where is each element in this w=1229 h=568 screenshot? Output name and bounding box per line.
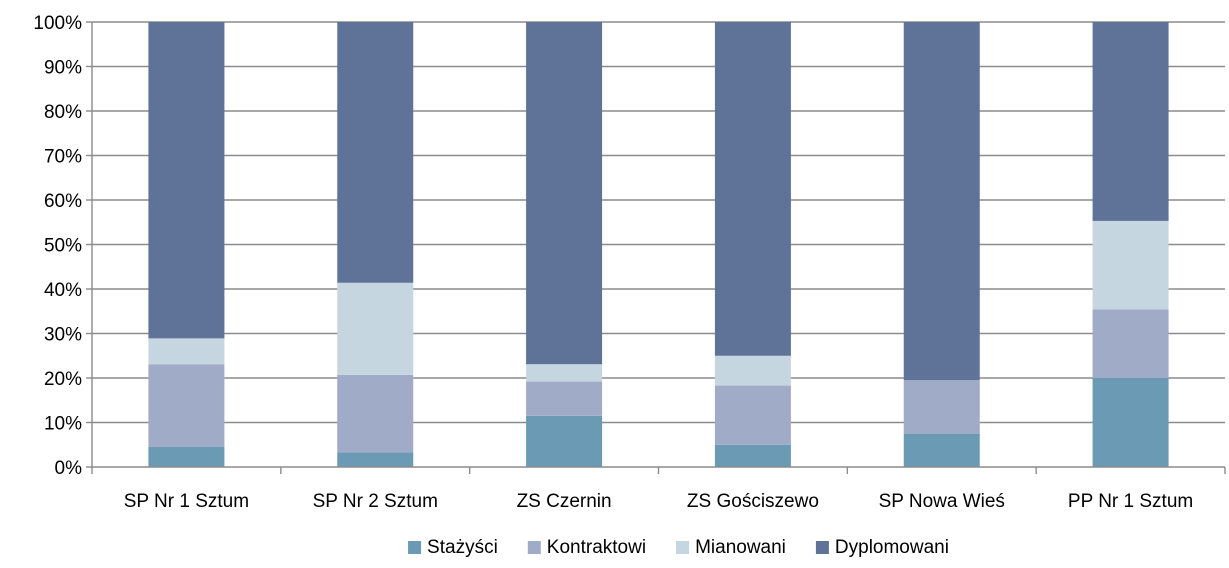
x-tick-label: PP Nr 1 Sztum (1068, 491, 1193, 512)
axes (86, 21, 1226, 474)
bar-segment (337, 22, 414, 283)
bar-segment (526, 381, 603, 416)
x-tick-label: SP Nr 1 Sztum (124, 491, 249, 512)
y-tick-label: 60% (44, 191, 82, 212)
bar-segment (148, 364, 225, 447)
y-tick-label: 90% (44, 58, 82, 79)
bar-segment (337, 374, 414, 453)
y-tick-label: 70% (44, 147, 82, 168)
legend: Stażyści Kontraktowi Mianowani Dyplomowani (408, 537, 949, 558)
bar-segment (1092, 378, 1169, 467)
y-tick-label: 80% (44, 102, 82, 123)
x-tick-label: ZS Czernin (517, 491, 612, 512)
bar-segment (148, 338, 225, 365)
bar-segment (148, 446, 225, 467)
bar-segment (714, 385, 791, 445)
bar-segment (526, 415, 603, 467)
bar-segment (714, 355, 791, 386)
y-tick-label: 10% (44, 414, 82, 435)
gridlines (92, 21, 1225, 424)
bar-segment (1092, 309, 1169, 378)
bar-segment (337, 282, 414, 375)
y-tick-label: 0% (55, 458, 83, 479)
bar-segment (1092, 22, 1169, 221)
y-tick-label: 30% (44, 325, 82, 346)
legend-label: Stażyści (427, 537, 498, 558)
bar-segment (714, 22, 791, 356)
y-tick-label: 40% (44, 280, 82, 301)
legend-label: Dyplomowani (835, 537, 949, 558)
y-tick-label: 100% (33, 13, 82, 34)
legend-swatch (676, 541, 690, 554)
y-axis-ticks: 0% 10% 20% 30% 40% 50% 60% 70% 80% 90% 100% (33, 13, 82, 479)
x-tick-label: ZS Gościszewo (687, 491, 819, 512)
legend-swatch (408, 541, 422, 554)
legend-label: Kontraktowi (547, 537, 646, 558)
bar-segment (903, 380, 980, 434)
x-tick-label: SP Nr 2 Sztum (313, 491, 438, 512)
bars (148, 22, 1169, 467)
bar-segment (526, 22, 603, 365)
y-tick-label: 50% (44, 236, 82, 257)
legend-swatch (815, 541, 829, 554)
bar-segment (148, 22, 225, 339)
x-axis-ticks: SP Nr 1 Sztum SP Nr 2 Sztum ZS Czernin ZS G… (124, 491, 1193, 512)
legend-swatch (527, 541, 541, 554)
bar-segment (903, 433, 980, 467)
bar-segment (714, 444, 791, 467)
y-tick-label: 20% (44, 369, 82, 390)
bar-segment (1092, 220, 1169, 310)
bar-segment (526, 364, 603, 382)
bar-segment (903, 22, 980, 381)
bar-segment (337, 452, 414, 467)
x-tick-label: SP Nowa Wieś (879, 491, 1005, 512)
legend-label: Mianowani (695, 537, 786, 558)
